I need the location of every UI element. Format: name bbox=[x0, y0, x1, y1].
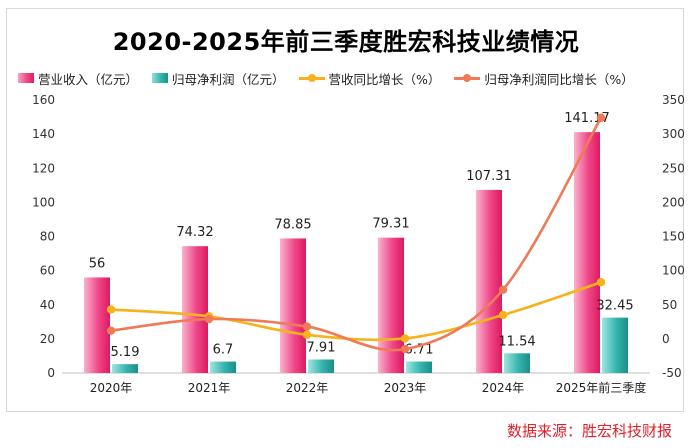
y-right-tick-label: 150 bbox=[662, 230, 685, 244]
data-label-net-profit: 5.19 bbox=[111, 345, 140, 360]
point-profit-growth bbox=[596, 113, 606, 122]
line-revenue-growth bbox=[110, 280, 602, 342]
point-profit-growth bbox=[204, 314, 214, 324]
legend-swatch-net-profit bbox=[152, 73, 169, 83]
y-right-tick-label: 250 bbox=[662, 161, 685, 175]
y-left-tick-label: 80 bbox=[40, 230, 55, 244]
data-label-revenue: 56 bbox=[89, 256, 106, 271]
bar-revenue bbox=[280, 238, 306, 373]
bar-net-profit bbox=[602, 317, 628, 373]
point-profit-growth bbox=[302, 322, 312, 331]
data-label-net-profit: 11.54 bbox=[498, 334, 535, 349]
y-right-tick-label: 200 bbox=[662, 195, 685, 209]
x-tick-label: 2023年 bbox=[384, 381, 427, 395]
x-tick-label: 2024年 bbox=[482, 381, 525, 395]
y-right-tick-label: 50 bbox=[662, 298, 677, 312]
legend-label-net-profit: 归母净利润（亿元） bbox=[172, 71, 285, 87]
point-profit-growth bbox=[400, 344, 410, 354]
legend-item-net-profit: 归母净利润（亿元） bbox=[152, 69, 285, 88]
bar-net-profit bbox=[504, 353, 530, 373]
y-left-tick-label: 160 bbox=[32, 93, 55, 107]
legend-swatch-profit-growth bbox=[454, 73, 481, 83]
data-label-net-profit: 32.45 bbox=[596, 299, 633, 314]
data-label-revenue: 78.85 bbox=[274, 217, 311, 232]
bar-revenue bbox=[182, 246, 208, 373]
y-left-tick-label: 100 bbox=[32, 195, 55, 209]
y-right-tick-label: 100 bbox=[662, 264, 685, 278]
legend-item-revenue: 营业收入（亿元） bbox=[18, 69, 138, 88]
data-label-revenue: 74.32 bbox=[176, 225, 213, 240]
legend-swatch-revenue-growth bbox=[298, 73, 325, 83]
point-revenue-growth bbox=[400, 334, 410, 343]
y-right-tick-label: 300 bbox=[662, 127, 685, 141]
bar-revenue bbox=[476, 189, 502, 373]
bar-revenue bbox=[574, 132, 600, 373]
y-left-tick-label: 140 bbox=[32, 127, 55, 141]
legend-label-profit-growth: 归母净利润同比增长（%） bbox=[484, 71, 634, 87]
data-label-net-profit: 7.91 bbox=[307, 341, 336, 356]
legend-item-profit-growth: 归母净利润同比增长（%） bbox=[454, 69, 634, 88]
legend-swatch-revenue bbox=[18, 73, 34, 83]
bar-net-profit bbox=[112, 364, 138, 373]
y-left-tick-label: 40 bbox=[40, 298, 55, 312]
chart-legend: 营业收入（亿元） 归母净利润（亿元） 营收同比增长（%） 归母净利润同比增长（%… bbox=[18, 69, 648, 88]
chart-title: 2020-2025年前三季度胜宏科技业绩情况 bbox=[112, 28, 580, 56]
chart-frame bbox=[6, 8, 684, 412]
data-label-net-profit: 6.7 bbox=[213, 343, 234, 358]
y-right-tick-label: 350 bbox=[662, 93, 685, 107]
y-right-tick-label: 0 bbox=[662, 332, 670, 346]
bar-revenue bbox=[378, 237, 404, 373]
point-revenue-growth bbox=[596, 278, 606, 287]
bar-revenue bbox=[84, 277, 110, 373]
point-profit-growth bbox=[498, 285, 508, 294]
data-label-net-profit: 6.71 bbox=[405, 343, 434, 358]
x-tick-label: 2022年 bbox=[286, 381, 329, 395]
x-tick-label: 2021年 bbox=[188, 381, 231, 395]
x-tick-label: 2025年前三季度 bbox=[556, 380, 647, 395]
point-revenue-growth bbox=[498, 310, 508, 320]
legend-item-revenue-growth: 营收同比增长（%） bbox=[298, 69, 441, 88]
legend-label-revenue: 营业收入（亿元） bbox=[38, 71, 139, 87]
data-label-revenue: 107.31 bbox=[466, 169, 512, 184]
y-left-tick-label: 120 bbox=[32, 161, 55, 175]
point-revenue-growth bbox=[302, 330, 312, 339]
source-note: 数据来源：胜宏科技财报 bbox=[506, 422, 672, 440]
y-right-tick-label: -50 bbox=[662, 366, 682, 380]
y-left-tick-label: 20 bbox=[40, 332, 55, 346]
legend-label-revenue-growth: 营收同比增长（%） bbox=[328, 71, 441, 87]
bar-net-profit bbox=[210, 361, 236, 373]
bar-net-profit bbox=[308, 359, 334, 373]
point-revenue-growth bbox=[106, 305, 116, 314]
y-left-tick-label: 60 bbox=[40, 264, 55, 278]
point-profit-growth bbox=[106, 326, 116, 335]
data-label-revenue: 79.31 bbox=[372, 217, 409, 232]
bar-net-profit bbox=[406, 361, 432, 373]
y-left-tick-label: 0 bbox=[47, 366, 55, 380]
x-tick-label: 2020年 bbox=[90, 381, 133, 395]
